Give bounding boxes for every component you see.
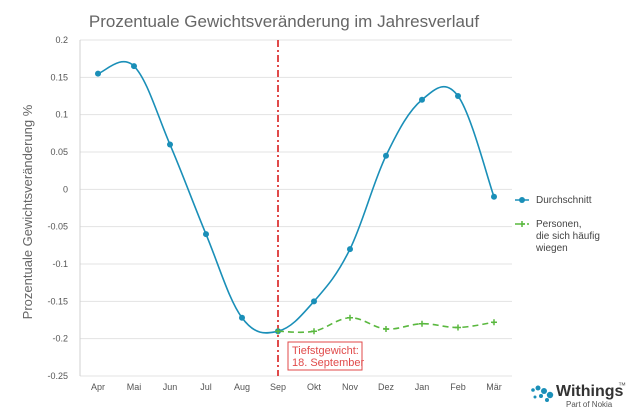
annotation-line1: Tiefstgewicht:: [292, 345, 359, 357]
y-tick-label: 0.05: [50, 147, 68, 157]
legend-item: Durchschnitt: [515, 195, 592, 206]
data-point: [491, 319, 497, 326]
x-tick-label: Aug: [234, 382, 250, 392]
data-point: [455, 324, 461, 331]
data-point: [383, 152, 389, 159]
logo-dot: [546, 391, 554, 399]
legend-item: Personen, die sich häufig wiegen: [515, 219, 600, 254]
x-tick-label: Nov: [342, 382, 359, 392]
y-axis-label: Prozentuale Gewichtsveränderung %: [20, 104, 35, 319]
y-tick-label: 0.2: [55, 35, 68, 45]
data-point: [419, 320, 425, 327]
annotation-line2: 18. September: [292, 357, 364, 369]
brand-trademark: ™: [618, 381, 626, 390]
logo-dot: [535, 385, 541, 391]
data-point: [275, 328, 281, 335]
brand-tagline: Part of Nokia: [566, 400, 613, 409]
series-group: [95, 60, 497, 335]
logo-dot: [531, 388, 535, 392]
x-tick-label: Jan: [415, 382, 430, 392]
series-line: [97, 60, 495, 334]
data-point: [383, 325, 389, 332]
y-tick-label: 0.15: [50, 72, 68, 82]
legend-marker: [519, 221, 525, 227]
annotation-box: [287, 341, 363, 371]
legend-label: Personen, die sich häufig wiegen: [535, 219, 600, 254]
lowest-weight-marker: Tiefstgewicht:18. September: [277, 40, 364, 376]
legend-marker: [519, 197, 525, 203]
x-tick-label: Mai: [127, 382, 142, 392]
logo-dot: [545, 398, 549, 402]
y-tick-label: -0.15: [47, 296, 68, 306]
data-point: [311, 328, 317, 335]
data-point: [131, 63, 137, 70]
data-point: [311, 298, 317, 305]
series-average: [95, 60, 497, 335]
data-point: [239, 314, 245, 321]
y-tick-label: 0: [63, 184, 68, 194]
data-point: [95, 70, 101, 77]
y-tick-label: -0.2: [52, 334, 68, 344]
logo-dot: [541, 388, 547, 394]
x-tick-label: Okt: [307, 382, 322, 392]
x-tick-label: Jul: [200, 382, 212, 392]
brand-name: Withings: [556, 383, 624, 400]
legend: Durchschnitt Personen, die sich häufig wieg…: [515, 195, 600, 254]
chart-title: Prozentuale Gewichtsveränderung im Jahre…: [89, 12, 480, 31]
y-tick-label: -0.25: [47, 371, 68, 381]
data-point: [455, 93, 461, 99]
data-point: [347, 246, 353, 253]
y-tick-label: 0.1: [55, 110, 68, 120]
data-point: [203, 231, 209, 238]
legend-label: Durchschnitt: [536, 195, 592, 206]
x-tick-label: Apr: [91, 382, 105, 392]
x-axis-ticks: Apr Mai Jun Jul Aug Sep Okt Nov Dez Jan Feb Mär: [91, 382, 502, 392]
logo-dot: [539, 394, 543, 398]
data-point: [167, 141, 173, 148]
y-tick-label: -0.05: [47, 222, 68, 232]
y-tick-label: -0.1: [52, 259, 68, 269]
data-point: [419, 96, 425, 103]
grid-lines: [79, 39, 512, 377]
data-point: [491, 193, 497, 200]
logo-dot: [533, 395, 537, 399]
series-frequent-weighers: [275, 314, 497, 335]
x-tick-label: Dez: [378, 382, 395, 392]
data-point: [347, 314, 353, 321]
y-axis-ticks: 0.2 0.15 0.1 0.05 0 -0.05 -0.1 -0.15 -0.2 -0.25: [47, 35, 68, 381]
x-tick-label: Jun: [163, 382, 178, 392]
x-tick-label: Sep: [270, 382, 286, 392]
x-tick-label: Mär: [486, 382, 502, 392]
x-tick-label: Feb: [450, 382, 466, 392]
